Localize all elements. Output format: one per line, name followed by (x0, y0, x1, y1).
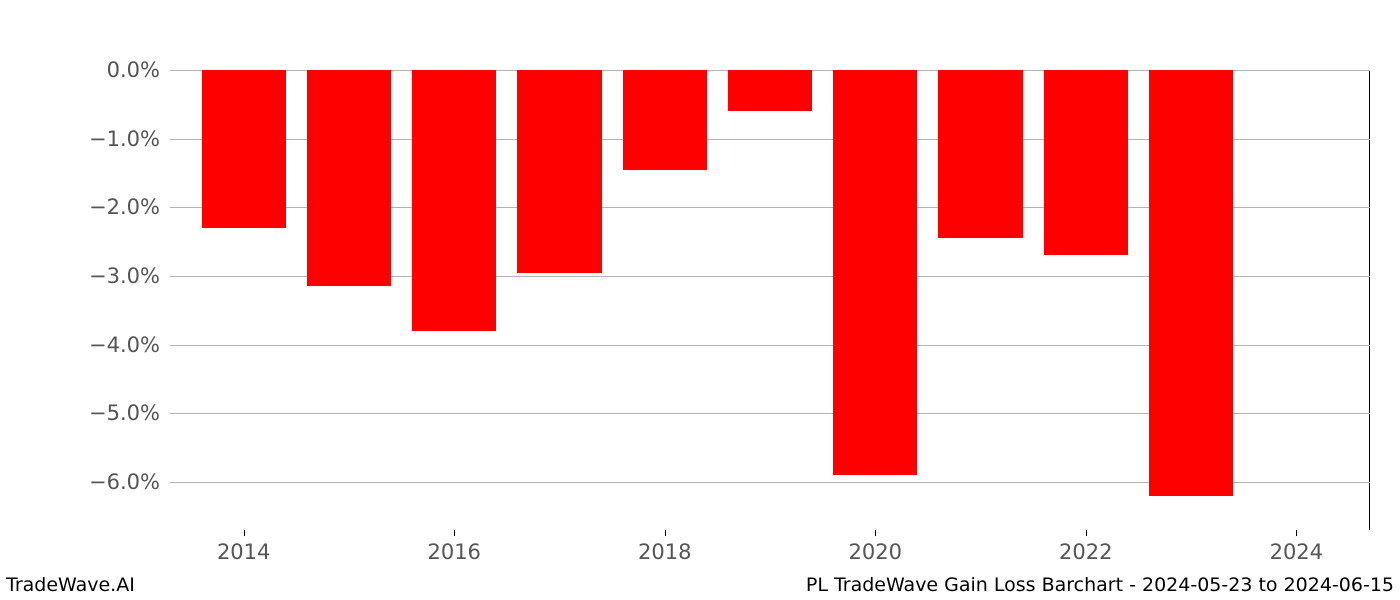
y-tick-label: −5.0% (89, 401, 160, 425)
y-tick-label: −4.0% (89, 333, 160, 357)
footer-brand: TradeWave.AI (6, 574, 135, 596)
x-tick-mark (1086, 530, 1087, 536)
x-tick-mark (665, 530, 666, 536)
x-tick-label: 2014 (217, 540, 270, 564)
bar (623, 70, 707, 170)
bar (517, 70, 601, 273)
x-tick-label: 2018 (638, 540, 691, 564)
y-tick-label: 0.0% (107, 58, 160, 82)
bar (202, 70, 286, 228)
chart-plot-area (170, 70, 1370, 530)
x-tick-mark (1296, 530, 1297, 536)
x-tick-label: 2020 (849, 540, 902, 564)
x-tick-mark (244, 530, 245, 536)
bar (412, 70, 496, 331)
x-tick-label: 2024 (1270, 540, 1323, 564)
bar (307, 70, 391, 286)
bar (1149, 70, 1233, 496)
x-tick-label: 2016 (427, 540, 480, 564)
bar (938, 70, 1022, 238)
footer-caption: PL TradeWave Gain Loss Barchart - 2024-0… (806, 574, 1394, 596)
y-tick-label: −1.0% (89, 127, 160, 151)
bar (1044, 70, 1128, 255)
x-tick-mark (875, 530, 876, 536)
bar (833, 70, 917, 475)
y-tick-label: −2.0% (89, 195, 160, 219)
y-tick-label: −3.0% (89, 264, 160, 288)
x-tick-label: 2022 (1059, 540, 1112, 564)
y-tick-label: −6.0% (89, 470, 160, 494)
bar (728, 70, 812, 111)
x-tick-mark (454, 530, 455, 536)
